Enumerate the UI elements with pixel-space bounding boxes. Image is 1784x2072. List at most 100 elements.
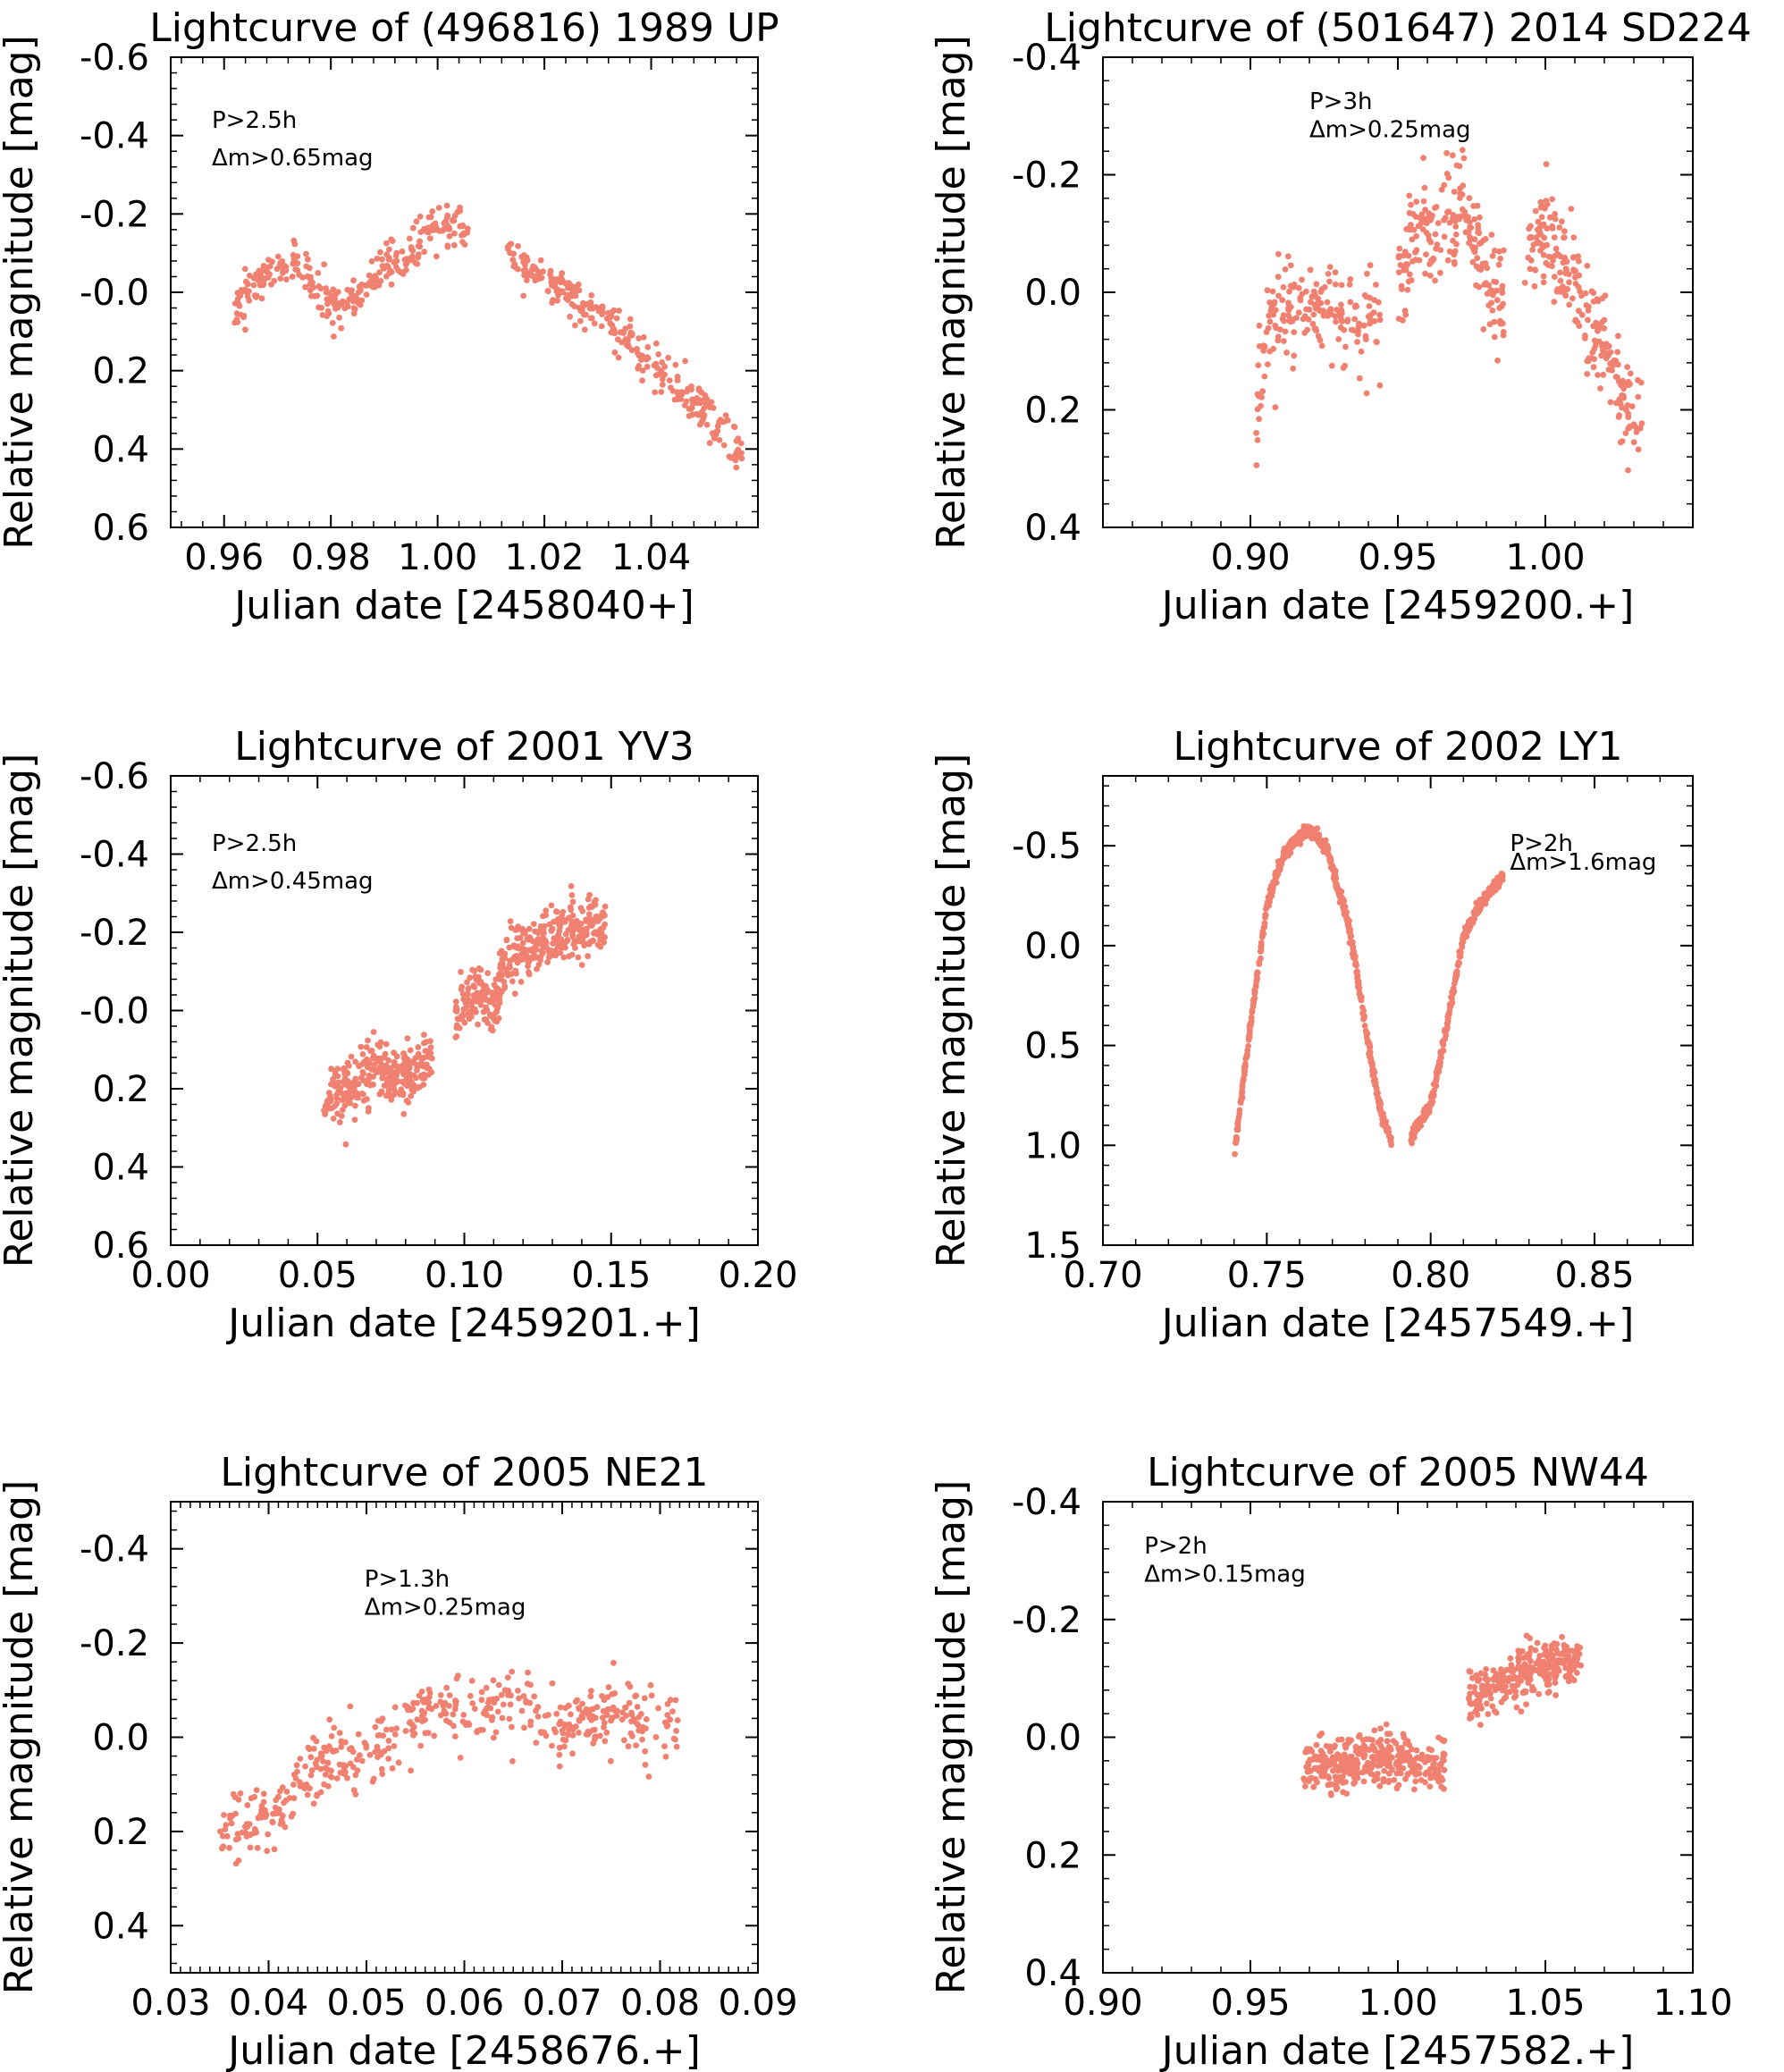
data-point bbox=[1384, 1748, 1390, 1756]
data-point bbox=[1396, 1746, 1402, 1753]
data-point bbox=[1578, 311, 1586, 318]
data-point bbox=[492, 1729, 500, 1736]
data-point bbox=[534, 965, 540, 973]
data-point bbox=[1532, 1647, 1539, 1654]
data-point bbox=[652, 1734, 660, 1740]
data-point bbox=[414, 1066, 420, 1074]
data-point bbox=[332, 1103, 338, 1109]
data-point bbox=[1452, 261, 1458, 267]
data-point bbox=[1456, 953, 1463, 960]
data-point bbox=[404, 1035, 411, 1042]
data-point bbox=[1346, 281, 1353, 288]
data-point bbox=[429, 208, 436, 215]
x-tick-label: 1.05 bbox=[1505, 1983, 1585, 2024]
data-point bbox=[1379, 1121, 1386, 1128]
data-point bbox=[466, 1009, 473, 1016]
x-tick-label: 0.15 bbox=[571, 1255, 651, 1296]
data-point bbox=[445, 225, 452, 232]
data-point bbox=[1287, 262, 1294, 269]
data-point bbox=[1362, 333, 1369, 340]
data-point bbox=[1552, 215, 1559, 223]
data-point bbox=[265, 257, 272, 264]
data-point bbox=[483, 982, 489, 990]
data-point bbox=[572, 1698, 579, 1706]
data-point bbox=[418, 1707, 425, 1714]
data-point bbox=[531, 1693, 538, 1700]
data-point bbox=[411, 1731, 418, 1737]
data-point bbox=[1354, 973, 1361, 979]
data-point bbox=[1288, 838, 1295, 844]
data-point bbox=[1623, 407, 1629, 413]
data-point bbox=[283, 276, 290, 282]
data-point bbox=[467, 1692, 474, 1699]
data-point bbox=[1578, 292, 1585, 299]
data-point bbox=[408, 1767, 414, 1774]
data-point bbox=[290, 1795, 298, 1802]
data-point bbox=[1417, 215, 1423, 222]
data-point bbox=[1432, 231, 1439, 238]
data-point bbox=[1291, 283, 1297, 291]
data-point bbox=[302, 283, 308, 291]
data-point bbox=[604, 1694, 611, 1700]
data-point bbox=[1350, 939, 1356, 946]
y-tick-label: 0.0 bbox=[1024, 1718, 1081, 1759]
data-point bbox=[1370, 1761, 1377, 1768]
data-point bbox=[542, 937, 549, 944]
data-point bbox=[293, 1762, 300, 1769]
data-point bbox=[1543, 161, 1550, 168]
data-point bbox=[477, 1002, 484, 1008]
data-point bbox=[414, 1716, 421, 1722]
data-point bbox=[391, 1731, 399, 1738]
data-point bbox=[1318, 839, 1325, 846]
data-point bbox=[1275, 274, 1282, 281]
data-point bbox=[1302, 1783, 1309, 1790]
data-point bbox=[515, 1688, 521, 1694]
data-point bbox=[1451, 189, 1458, 195]
data-point bbox=[1570, 254, 1577, 260]
x-tick-label: 0.04 bbox=[229, 1983, 308, 2024]
data-point bbox=[1396, 245, 1403, 252]
data-point bbox=[338, 1113, 345, 1119]
data-point bbox=[350, 1764, 357, 1771]
y-axis-label: Relative magnitude [mag] bbox=[0, 1480, 42, 1995]
data-point bbox=[324, 300, 331, 307]
data-point bbox=[1339, 1755, 1346, 1762]
data-point bbox=[1616, 396, 1623, 403]
y-tick-label: 0.2 bbox=[92, 1069, 149, 1110]
data-point bbox=[1418, 1751, 1426, 1758]
data-point bbox=[229, 1812, 236, 1819]
data-point bbox=[661, 1743, 668, 1749]
data-point bbox=[1461, 933, 1468, 939]
data-point bbox=[513, 970, 519, 977]
data-point bbox=[437, 1698, 444, 1706]
data-point bbox=[599, 1693, 605, 1699]
data-point bbox=[553, 1710, 560, 1717]
data-point bbox=[1406, 271, 1413, 278]
data-point bbox=[1342, 343, 1349, 350]
data-point bbox=[1540, 279, 1547, 286]
annotation-text: P>2.5h bbox=[212, 107, 297, 134]
data-point bbox=[1554, 1650, 1561, 1656]
data-point bbox=[435, 205, 442, 211]
data-point bbox=[253, 1787, 260, 1793]
data-point bbox=[1585, 316, 1591, 324]
data-point bbox=[556, 1763, 563, 1770]
data-point bbox=[568, 883, 575, 889]
data-point bbox=[1552, 211, 1558, 217]
data-point bbox=[548, 928, 555, 934]
data-point bbox=[1566, 301, 1573, 308]
data-point bbox=[1602, 292, 1609, 299]
data-point bbox=[1275, 292, 1282, 299]
data-point bbox=[1338, 318, 1345, 324]
data-point bbox=[1290, 365, 1297, 372]
data-point bbox=[695, 412, 703, 418]
data-point bbox=[596, 305, 603, 312]
y-axis-label: Relative magnitude [mag] bbox=[0, 35, 42, 550]
data-point bbox=[391, 1049, 397, 1057]
data-point bbox=[1490, 1677, 1497, 1683]
data-point bbox=[1404, 1749, 1411, 1756]
data-point bbox=[1544, 201, 1551, 207]
data-point bbox=[1480, 237, 1487, 244]
data-point bbox=[394, 1078, 401, 1085]
data-point bbox=[1585, 358, 1592, 365]
